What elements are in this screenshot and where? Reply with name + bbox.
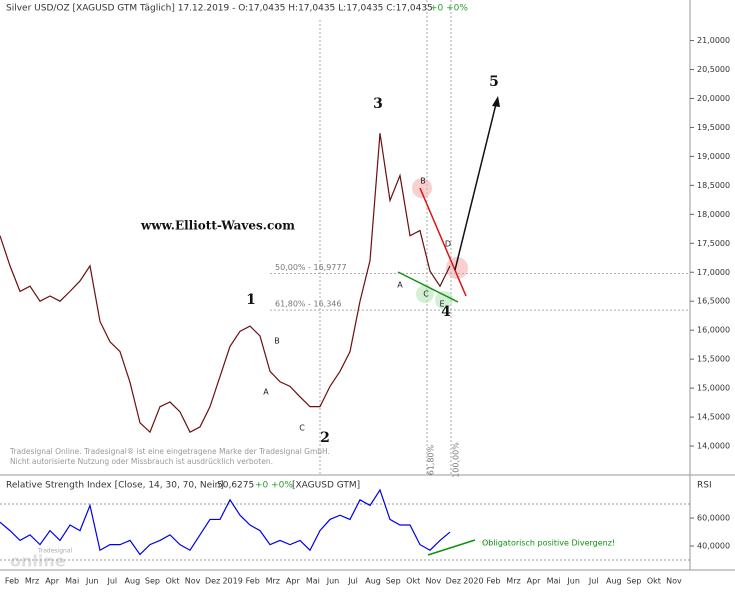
x-tick-label: Nov <box>666 577 682 586</box>
x-tick-label: Jul <box>106 577 117 586</box>
x-tick-label: Mrz <box>266 577 280 586</box>
wave-label: C <box>423 290 429 299</box>
x-tick-label: Okt <box>406 577 420 586</box>
y-tick-label: 19,0000 <box>697 152 730 161</box>
y-tick-label: 21,0000 <box>697 36 730 45</box>
series-line <box>0 133 451 434</box>
highlight <box>416 285 434 303</box>
arrow-head <box>492 96 500 107</box>
y-tick-label: 14,5000 <box>697 413 730 422</box>
rsi-last: 50,6275 <box>217 481 254 491</box>
divergence-line <box>427 539 476 556</box>
trend-line <box>419 187 467 297</box>
chart-title: Silver USD/OZ [XAGUSD GTM Täglich] 17.12… <box>6 4 433 14</box>
wave-label: B <box>274 337 280 346</box>
axis-label: RSI <box>697 481 712 491</box>
wave-label: 1 <box>246 292 256 308</box>
watermark: Nicht autorisierte Nutzung oder Missbrau… <box>10 457 273 466</box>
x-tick-label: Dez <box>446 577 461 586</box>
fib-time-label: 100,00% <box>452 442 461 478</box>
y-tick-label: 14,0000 <box>697 442 730 451</box>
x-tick-label: Aug <box>606 577 622 586</box>
x-tick-label: Mai <box>65 577 79 586</box>
x-tick-label: Aug <box>125 577 141 586</box>
x-tick-label: 2019 <box>222 577 242 586</box>
series-line <box>0 488 451 556</box>
y-tick-label: 16,5000 <box>697 297 730 306</box>
x-tick-label: Jun <box>85 577 99 586</box>
rsi-symbol: [XAGUSD GTM] <box>292 481 360 491</box>
y-tick-label: 17,0000 <box>697 268 730 277</box>
x-tick-label: Dez <box>205 577 220 586</box>
change: +0 +0% <box>430 4 468 14</box>
highlight <box>435 291 453 309</box>
x-tick-label: Nov <box>425 577 441 586</box>
rsi-change: +0 +0% <box>255 481 293 491</box>
wave-label: E <box>439 300 444 309</box>
x-tick-label: Feb <box>5 577 19 586</box>
projection-arrow <box>454 103 497 271</box>
y-tick-label: 18,0000 <box>697 210 730 219</box>
logo: online <box>10 552 66 571</box>
x-tick-label: Okt <box>165 577 179 586</box>
y-tick-label: 18,5000 <box>697 181 730 190</box>
trend-line <box>397 271 459 303</box>
logo: Tradesignal <box>37 548 73 555</box>
x-tick-label: Sep <box>626 577 641 586</box>
watermark: Tradesignal Online. Tradesignal® ist ein… <box>9 447 330 456</box>
rsi-title: Relative Strength Index [Close, 14, 30, … <box>6 481 224 491</box>
callout <box>476 539 492 546</box>
x-tick-label: Okt <box>647 577 661 586</box>
wave-label: 4 <box>441 304 451 320</box>
x-tick-label: Sep <box>145 577 160 586</box>
x-tick-label: Nov <box>185 577 201 586</box>
x-tick-label: 2020 <box>463 577 483 586</box>
fib-label: 61,80% - 16,346 <box>275 300 341 309</box>
x-tick-label: Mrz <box>25 577 39 586</box>
x-tick-label: Jun <box>566 577 580 586</box>
x-tick-label: Apr <box>286 577 301 586</box>
x-tick-label: Mai <box>306 577 320 586</box>
y-tick-label: 15,5000 <box>697 355 730 364</box>
wave-label: www.Elliott-Waves.com <box>140 219 295 233</box>
annotation: Obligatorisch positive Divergenz! <box>482 539 615 548</box>
y-tick-label: 60,0000 <box>697 514 730 523</box>
x-tick-label: Jul <box>347 577 358 586</box>
x-tick-label: Mrz <box>506 577 520 586</box>
y-tick-label: 20,0000 <box>697 94 730 103</box>
wave-label: D <box>445 240 451 249</box>
wave-label: A <box>263 388 269 397</box>
x-tick-label: Apr <box>45 577 60 586</box>
y-tick-label: 17,5000 <box>697 239 730 248</box>
x-tick-label: Jun <box>326 577 340 586</box>
wave-label: C <box>299 424 305 433</box>
wave-label: 3 <box>373 96 383 112</box>
wave-label: 2 <box>320 430 330 446</box>
wave-label: A <box>397 281 403 290</box>
wave-label: B <box>420 177 426 186</box>
wave-label: 5 <box>489 74 499 90</box>
x-tick-label: Aug <box>365 577 381 586</box>
y-tick-label: 19,5000 <box>697 123 730 132</box>
y-tick-label: 15,0000 <box>697 384 730 393</box>
x-tick-label: Feb <box>486 577 500 586</box>
x-tick-label: Feb <box>246 577 260 586</box>
y-tick-label: 16,0000 <box>697 326 730 335</box>
fib-time-label: 61,80% <box>427 444 436 475</box>
y-tick-label: 40,0000 <box>697 542 730 551</box>
highlight <box>412 178 432 198</box>
x-tick-label: Mai <box>547 577 561 586</box>
x-tick-label: Sep <box>386 577 401 586</box>
fib-label: 50,00% - 16,9777 <box>275 263 347 272</box>
y-tick-label: 20,5000 <box>697 65 730 74</box>
x-tick-label: Jul <box>588 577 599 586</box>
x-tick-label: Apr <box>527 577 542 586</box>
